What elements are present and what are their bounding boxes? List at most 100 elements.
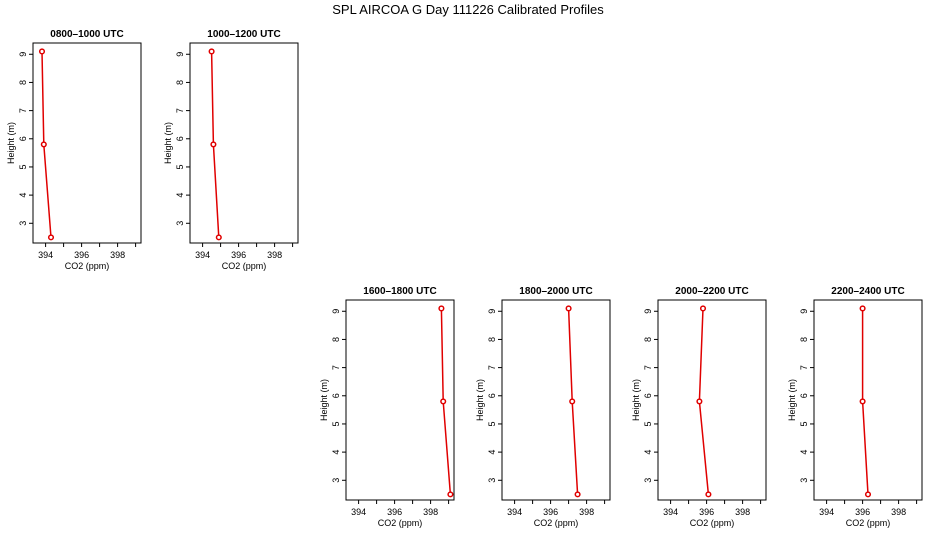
x-tick-label: 396 (543, 507, 558, 517)
data-point (859, 398, 866, 405)
y-tick-label: 9 (487, 309, 497, 314)
panel-title: 1000–1200 UTC (207, 29, 280, 40)
y-tick-label: 4 (799, 450, 809, 455)
data-point (210, 141, 217, 148)
y-tick-label: 5 (18, 164, 28, 169)
plot-frame (813, 299, 923, 501)
x-tick-label: 398 (735, 507, 750, 517)
y-tick-label: 5 (487, 421, 497, 426)
x-axis-label: CO2 (ppm) (690, 518, 735, 528)
y-tick-label: 5 (175, 164, 185, 169)
x-tick-label: 394 (819, 507, 834, 517)
profile-panel: 0800–1000 UTC 394 396 398 3 4 5 6 7 8 9 CO2 (ppm) He… (6, 29, 142, 271)
x-tick-label: 398 (267, 250, 282, 260)
profile-panel: 2200–2400 UTC 394 396 398 3 4 5 6 7 8 9 CO2 (ppm) He… (787, 286, 923, 528)
y-axis-label: Height (m) (6, 122, 16, 164)
panel-title: 1600–1800 UTC (363, 286, 436, 297)
data-point (447, 491, 454, 498)
y-tick-label: 9 (18, 52, 28, 57)
plot-frame (345, 299, 455, 501)
y-tick-label: 9 (175, 52, 185, 57)
data-point (705, 491, 712, 498)
y-tick-label: 8 (799, 337, 809, 342)
y-tick-label: 3 (175, 221, 185, 226)
y-tick-label: 7 (18, 108, 28, 113)
y-tick-label: 4 (487, 450, 497, 455)
x-tick-label: 394 (507, 507, 522, 517)
data-point (215, 234, 222, 241)
y-axis-label: Height (m) (787, 379, 797, 421)
figure-title: SPL AIRCOA G Day 111226 Calibrated Profi… (332, 2, 604, 17)
y-tick-label: 8 (175, 80, 185, 85)
panel-title: 2200–2400 UTC (831, 286, 904, 297)
profile-panel: 1600–1800 UTC 394 396 398 3 4 5 6 7 8 9 CO2 (ppm) He… (319, 286, 455, 528)
x-tick-label: 394 (663, 507, 678, 517)
y-tick-label: 8 (643, 337, 653, 342)
y-tick-label: 4 (175, 193, 185, 198)
x-tick-label: 396 (699, 507, 714, 517)
y-tick-label: 6 (799, 393, 809, 398)
y-tick-label: 5 (643, 421, 653, 426)
y-tick-label: 5 (799, 421, 809, 426)
plot-frame (32, 42, 142, 244)
x-axis-label: CO2 (ppm) (846, 518, 891, 528)
profile-panel: 1800–2000 UTC 394 396 398 3 4 5 6 7 8 9 CO2 (ppm) He… (475, 286, 611, 528)
x-tick-label: 394 (351, 507, 366, 517)
plot-frame (189, 42, 299, 244)
y-axis-label: Height (m) (319, 379, 329, 421)
x-tick-label: 398 (423, 507, 438, 517)
x-tick-label: 398 (891, 507, 906, 517)
y-tick-label: 6 (18, 136, 28, 141)
data-point (864, 491, 872, 498)
y-tick-label: 6 (643, 393, 653, 398)
y-tick-label: 7 (799, 365, 809, 370)
y-tick-label: 3 (643, 478, 653, 483)
y-tick-label: 3 (331, 478, 341, 483)
panel-title: 1800–2000 UTC (519, 286, 592, 297)
y-tick-label: 7 (331, 365, 341, 370)
y-tick-label: 6 (487, 393, 497, 398)
y-tick-label: 3 (799, 478, 809, 483)
profile-panel: 2000–2200 UTC 394 396 398 3 4 5 6 7 8 9 CO2 (ppm) He… (631, 286, 767, 528)
y-tick-label: 4 (18, 193, 28, 198)
x-tick-label: 396 (387, 507, 402, 517)
data-point (699, 305, 707, 312)
data-point (440, 398, 447, 405)
data-point (696, 398, 703, 405)
panel-title: 0800–1000 UTC (50, 29, 123, 40)
x-tick-label: 394 (38, 250, 53, 260)
y-tick-label: 9 (331, 309, 341, 314)
y-tick-label: 8 (18, 80, 28, 85)
x-tick-label: 394 (195, 250, 210, 260)
x-axis-label: CO2 (ppm) (65, 261, 110, 271)
plot-frame (501, 299, 611, 501)
data-point (574, 491, 581, 498)
x-tick-label: 396 (855, 507, 870, 517)
x-tick-label: 398 (110, 250, 125, 260)
y-tick-label: 3 (487, 478, 497, 483)
data-point (859, 305, 866, 312)
y-tick-label: 8 (331, 337, 341, 342)
data-point (569, 398, 576, 405)
y-axis-label: Height (m) (163, 122, 173, 164)
data-point (47, 234, 55, 241)
x-axis-label: CO2 (ppm) (534, 518, 579, 528)
y-tick-label: 7 (487, 365, 497, 370)
data-point (565, 305, 572, 312)
y-tick-label: 4 (643, 450, 653, 455)
x-tick-label: 398 (579, 507, 594, 517)
y-axis-label: Height (m) (631, 379, 641, 421)
x-tick-label: 396 (231, 250, 246, 260)
plot-frame (657, 299, 767, 501)
data-point (40, 141, 47, 148)
profile-panel: 1000–1200 UTC 394 396 398 3 4 5 6 7 8 9 CO2 (ppm) He… (163, 29, 299, 271)
y-tick-label: 9 (643, 309, 653, 314)
data-point (38, 48, 46, 55)
y-tick-label: 5 (331, 421, 341, 426)
y-tick-label: 7 (175, 108, 185, 113)
panel-title: 2000–2200 UTC (675, 286, 748, 297)
y-tick-label: 4 (331, 450, 341, 455)
y-tick-label: 8 (487, 337, 497, 342)
y-tick-label: 7 (643, 365, 653, 370)
